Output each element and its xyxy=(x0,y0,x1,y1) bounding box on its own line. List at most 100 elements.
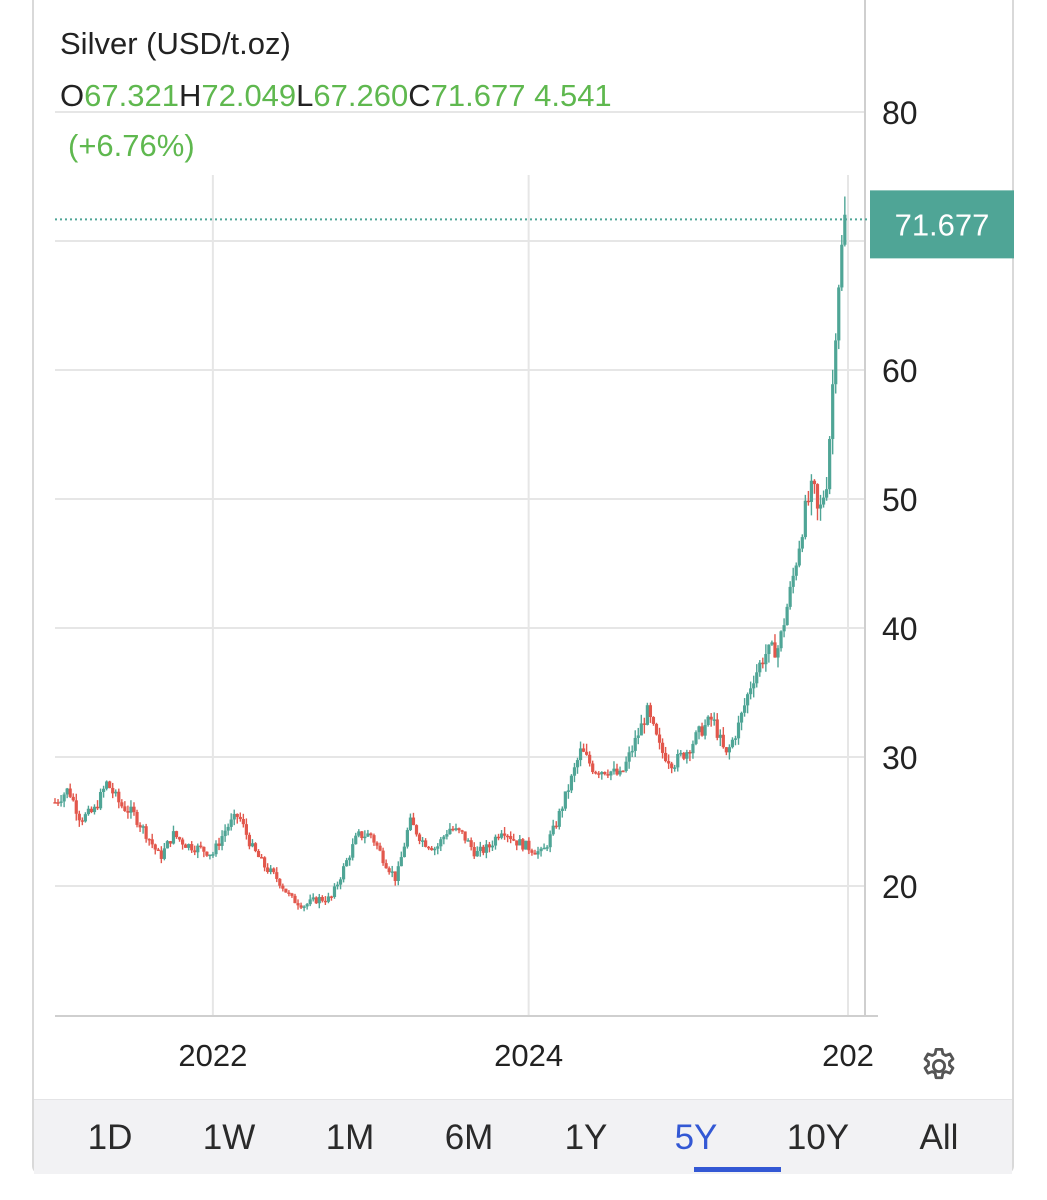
period-1y[interactable]: 1Y xyxy=(564,1118,608,1157)
candle-body xyxy=(636,735,640,738)
candle-body xyxy=(715,719,719,738)
candle-body xyxy=(238,816,242,820)
chart-title: Silver (USD/t.oz) xyxy=(60,26,291,61)
x-tick-label: 202 xyxy=(822,1038,874,1073)
candle-body xyxy=(603,771,607,775)
candle-body xyxy=(208,854,212,857)
candle-body xyxy=(630,750,634,753)
candle-body xyxy=(95,806,100,809)
candle-body xyxy=(512,839,516,841)
candle-body xyxy=(676,753,680,768)
candle-body xyxy=(317,896,321,904)
y-tick-label: 80 xyxy=(882,95,918,131)
candle-body xyxy=(563,791,567,809)
candle-body xyxy=(59,801,63,803)
candle-body xyxy=(463,831,467,841)
candle-body xyxy=(600,771,604,775)
close-label: C xyxy=(408,78,431,113)
change-percent: (+6.76%) xyxy=(68,128,195,163)
grid-lines xyxy=(55,111,865,1016)
candle-body xyxy=(460,830,464,832)
candle-body xyxy=(606,774,610,776)
candle-body xyxy=(840,244,844,288)
candle-body xyxy=(296,903,300,906)
period-1d[interactable]: 1D xyxy=(87,1118,133,1157)
candle-body xyxy=(177,837,182,840)
candle-body xyxy=(493,836,498,846)
candle-body xyxy=(378,845,382,851)
candle-body xyxy=(405,830,409,847)
candle-body xyxy=(220,836,224,846)
candle-body xyxy=(667,761,671,764)
ohlc-readout: O67.321H72.049L67.260C71.677 4.541 xyxy=(60,78,612,114)
candle-body xyxy=(478,846,482,852)
candle-body xyxy=(150,839,154,845)
candle-body xyxy=(742,705,747,713)
candle-body xyxy=(454,828,458,830)
candle-body xyxy=(585,751,589,755)
candle-body xyxy=(323,900,327,903)
candle-body xyxy=(657,734,662,743)
chart-plot[interactable]: 71.677 20 30 40 50 60 80 2022 2024 202 xyxy=(0,0,1047,1100)
low-value: 67.260 xyxy=(313,78,409,113)
candle-body xyxy=(594,772,598,774)
candle-body xyxy=(490,845,495,848)
candle-body xyxy=(499,833,504,838)
close-value: 71.677 xyxy=(430,78,526,113)
candle-body xyxy=(275,872,279,879)
candle-body xyxy=(259,857,264,859)
candle-body xyxy=(211,854,215,856)
candle-body xyxy=(387,868,391,873)
candle-body xyxy=(417,834,422,841)
candle-body xyxy=(132,806,136,812)
candle-body xyxy=(390,871,394,873)
candle-body xyxy=(329,896,334,898)
candle-body xyxy=(214,843,218,855)
candle-body xyxy=(375,842,379,846)
candle-body xyxy=(199,845,203,848)
change-value: 4.541 xyxy=(534,78,612,113)
candle-body xyxy=(709,716,713,720)
candle-body xyxy=(803,500,807,538)
candle-body xyxy=(420,840,425,842)
period-selector: 1D 1W 1M 6M 1Y 5Y 10Y All xyxy=(34,1099,1012,1174)
candle-body xyxy=(284,888,288,893)
candle-body xyxy=(721,734,725,748)
gear-icon[interactable] xyxy=(918,1045,960,1087)
axis-labels: 20 30 40 50 60 80 2022 2024 202 xyxy=(178,95,917,1073)
candle-body xyxy=(779,631,783,649)
candle-body xyxy=(521,839,525,850)
candle-body xyxy=(430,848,434,851)
candle-body xyxy=(773,642,777,658)
candle-body xyxy=(180,839,185,845)
high-label: H xyxy=(178,78,202,113)
candle-body xyxy=(530,850,534,853)
candle-body xyxy=(338,879,343,885)
last-price-label: 71.677 xyxy=(895,207,990,242)
candle-body xyxy=(524,840,528,850)
candle-body xyxy=(752,683,756,689)
period-1w[interactable]: 1W xyxy=(202,1118,256,1157)
candle-body xyxy=(821,497,826,505)
candle-body xyxy=(269,868,273,872)
candle-body xyxy=(92,806,97,813)
candle-body xyxy=(654,723,659,735)
period-1m[interactable]: 1M xyxy=(325,1118,375,1157)
candle-body xyxy=(718,734,722,738)
candle-body xyxy=(314,897,318,904)
candle-body xyxy=(341,866,346,880)
candle-body xyxy=(351,844,355,858)
candle-body xyxy=(572,767,577,776)
period-all[interactable]: All xyxy=(919,1118,959,1157)
candle-body xyxy=(171,831,176,844)
period-10y[interactable]: 10Y xyxy=(786,1118,850,1157)
candle-body xyxy=(272,868,276,873)
candle-body xyxy=(651,717,656,724)
period-5y[interactable]: 5Y xyxy=(674,1118,718,1157)
period-6m[interactable]: 6M xyxy=(444,1118,494,1157)
candle-body xyxy=(639,723,643,736)
candle-body xyxy=(515,840,519,846)
candle-body xyxy=(755,672,759,684)
candle-body xyxy=(472,847,476,857)
candle-body xyxy=(591,763,595,773)
